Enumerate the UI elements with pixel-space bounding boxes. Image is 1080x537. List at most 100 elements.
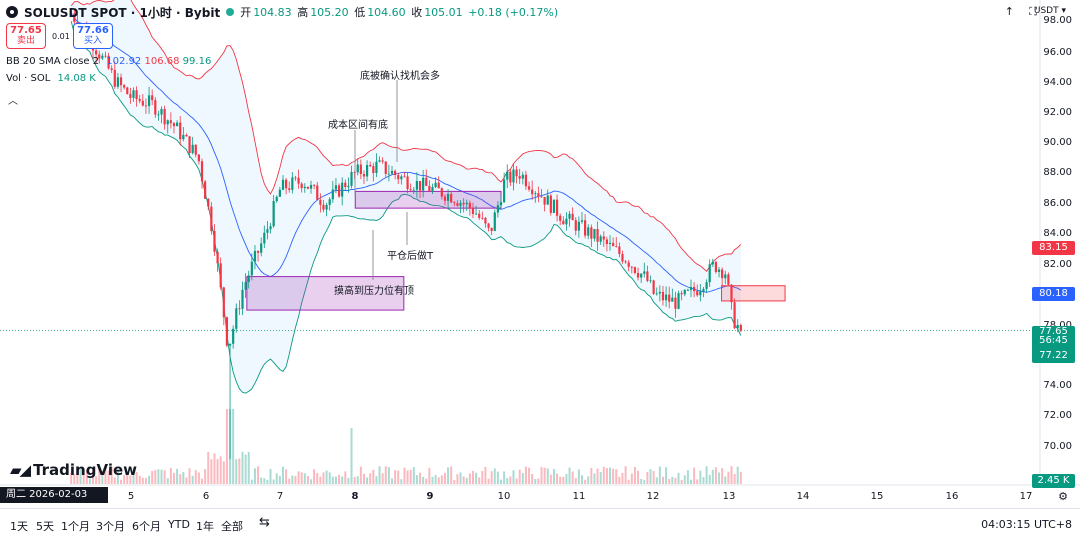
volume-bar bbox=[490, 471, 493, 484]
y-tick-label: 82.00 bbox=[1043, 259, 1072, 270]
volume-bar bbox=[624, 466, 627, 484]
volume-bar bbox=[144, 478, 147, 484]
arrow-up-icon[interactable]: ↑ bbox=[1004, 5, 1014, 18]
candle-body bbox=[568, 213, 571, 219]
volume-bar bbox=[696, 479, 699, 484]
range-5d[interactable]: 5天 bbox=[36, 520, 54, 533]
ohlc-readout: 开 104.83 高 105.20 低 104.60 收 105.01 +0.18 (+… bbox=[240, 4, 560, 20]
bollinger-legend[interactable]: BB 20 SMA close 2 102.92 106.68 99.16 bbox=[6, 56, 211, 67]
candle-body bbox=[247, 275, 250, 283]
volume-bar bbox=[412, 467, 415, 484]
sell-button[interactable]: 77.65 卖出 bbox=[6, 23, 46, 49]
volume-bar bbox=[721, 468, 724, 484]
candle-body bbox=[689, 286, 693, 290]
volume-bar bbox=[565, 474, 568, 484]
volume-bar bbox=[468, 473, 471, 484]
close-label: 收 bbox=[411, 6, 423, 19]
volume-bar bbox=[154, 470, 157, 484]
range-all[interactable]: 全部 bbox=[221, 520, 243, 533]
candle-body bbox=[446, 193, 450, 201]
volume-bar bbox=[391, 478, 394, 484]
volume-bar bbox=[637, 470, 640, 484]
volume-bar bbox=[599, 471, 602, 484]
volume-bar bbox=[241, 451, 244, 484]
symbol-title[interactable]: SOLUSDT SPOT · 1小时 · Bybit bbox=[24, 5, 221, 20]
y-tick-label: 90.00 bbox=[1043, 137, 1072, 148]
x-tick-label: 16 bbox=[945, 491, 959, 502]
volume-bar bbox=[151, 471, 154, 484]
candle-body bbox=[602, 236, 605, 240]
candle-body bbox=[172, 123, 176, 127]
volume-bar bbox=[257, 466, 260, 484]
change-value: +0.18 (+0.17%) bbox=[468, 6, 559, 19]
candle-body bbox=[400, 176, 403, 180]
y-tick-label: 96.00 bbox=[1043, 47, 1072, 58]
fullscreen-icon[interactable]: ⛶ bbox=[1029, 5, 1037, 18]
range-1m[interactable]: 1个月 bbox=[61, 520, 90, 533]
volume-bar bbox=[677, 472, 680, 484]
range-3m[interactable]: 3个月 bbox=[96, 520, 125, 533]
candle-body bbox=[116, 77, 120, 87]
volume-bar bbox=[443, 472, 446, 484]
range-1d[interactable]: 1天 bbox=[10, 520, 28, 533]
range-6m[interactable]: 6个月 bbox=[132, 520, 161, 533]
annotation-1: 底被确认找机会多 bbox=[360, 71, 440, 82]
volume-bar bbox=[244, 454, 247, 484]
volume-legend[interactable]: Vol · SOL 14.08 K bbox=[6, 73, 96, 84]
settings-gear-icon[interactable]: ⚙ bbox=[1058, 490, 1068, 503]
candle-body bbox=[658, 291, 661, 294]
candle-body bbox=[693, 286, 696, 292]
buy-button[interactable]: 77.66 买入 bbox=[73, 23, 113, 49]
range-1y[interactable]: 1年 bbox=[196, 520, 214, 533]
candle-body bbox=[531, 189, 534, 195]
volume-bar bbox=[549, 474, 552, 484]
volume-bar bbox=[671, 476, 674, 484]
volume-bar bbox=[733, 474, 736, 484]
volume-bar bbox=[615, 469, 618, 484]
candle-body bbox=[163, 108, 166, 125]
candle-body bbox=[185, 134, 188, 137]
y-tick-label: 74.00 bbox=[1043, 380, 1072, 391]
volume-bar bbox=[574, 478, 577, 484]
volume-bar bbox=[718, 472, 721, 484]
volume-bar bbox=[528, 467, 531, 484]
candle-body bbox=[565, 218, 568, 225]
candle-body bbox=[633, 267, 637, 274]
candle-body bbox=[107, 55, 110, 69]
volume-bar bbox=[232, 409, 235, 484]
volume-bar bbox=[73, 474, 76, 484]
spread-value: 0.01 bbox=[52, 32, 70, 41]
candle-body bbox=[721, 269, 724, 279]
volume-bar bbox=[247, 451, 250, 484]
volume-bar bbox=[409, 469, 412, 484]
candle-body bbox=[724, 274, 727, 279]
date-range-icon[interactable]: ⇆ bbox=[259, 515, 270, 530]
currency-selector[interactable]: USDT ▾ bbox=[1033, 6, 1066, 16]
chart-header: SOLUSDT SPOT · 1小时 · Bybit 开 104.83 高 105.… bbox=[6, 3, 560, 21]
volume-bar bbox=[350, 428, 353, 484]
candle-body bbox=[562, 220, 565, 225]
volume-bar bbox=[487, 478, 490, 484]
range-ytd[interactable]: YTD bbox=[168, 518, 190, 531]
candle-body bbox=[730, 284, 733, 303]
volume-bar bbox=[225, 409, 228, 484]
candle-body bbox=[350, 172, 353, 186]
volume-bar bbox=[288, 478, 291, 484]
tradingview-logo[interactable]: ▰◢ TradingView bbox=[10, 461, 137, 479]
volume-bar bbox=[98, 466, 101, 484]
candle-body bbox=[437, 182, 440, 189]
volume-bar bbox=[580, 475, 583, 484]
candle-body bbox=[605, 239, 609, 244]
volume-bar bbox=[185, 477, 188, 484]
volume-bar bbox=[191, 475, 194, 484]
tradingview-logo-icon: ▰◢ bbox=[10, 461, 31, 479]
volume-bar bbox=[683, 475, 686, 484]
volume-bar bbox=[85, 470, 88, 484]
volume-bar bbox=[101, 471, 104, 484]
clock[interactable]: 04:03:15 UTC+8 bbox=[981, 518, 1072, 531]
candle-body bbox=[157, 114, 160, 116]
volume-bar bbox=[571, 471, 574, 484]
volume-bar bbox=[481, 470, 484, 484]
collapse-legend-icon[interactable]: ︿ bbox=[8, 96, 18, 107]
